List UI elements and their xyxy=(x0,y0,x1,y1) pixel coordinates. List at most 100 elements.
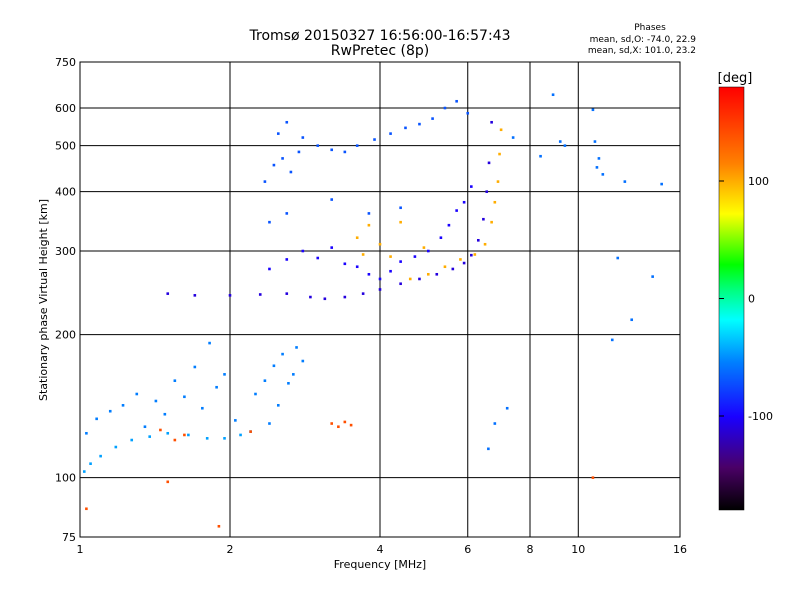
echo-point xyxy=(498,152,501,156)
echo-point xyxy=(173,438,177,442)
echo-point xyxy=(651,275,654,278)
echo-point xyxy=(399,260,402,263)
echo-point xyxy=(295,346,298,349)
echo-point xyxy=(217,524,221,528)
echo-point xyxy=(183,395,186,399)
echo-point xyxy=(462,261,466,265)
echo-point xyxy=(373,138,376,141)
echo-point xyxy=(289,170,293,174)
echo-point xyxy=(343,150,347,154)
echo-point xyxy=(301,359,305,363)
echo-point xyxy=(439,236,443,240)
y-tick-label: 300 xyxy=(55,245,76,258)
y-tick-label: 100 xyxy=(55,472,76,485)
echo-point xyxy=(389,269,392,273)
echo-point xyxy=(85,507,88,511)
echo-point xyxy=(99,454,102,458)
chart-subtitle: RwPretec (8p) xyxy=(331,43,429,59)
y-tick-labels: 75 100 200 300 400 500 600 750 xyxy=(55,56,76,544)
echo-point xyxy=(208,341,211,345)
echo-point xyxy=(276,132,280,135)
echo-point xyxy=(239,433,242,437)
colorbar-label: [deg] xyxy=(718,71,753,86)
echo-point xyxy=(361,253,365,256)
echo-point xyxy=(108,409,112,413)
echo-point xyxy=(166,292,170,295)
echo-point xyxy=(268,220,271,224)
y-tick-label: 400 xyxy=(55,186,76,199)
echo-point xyxy=(89,462,92,465)
echo-point xyxy=(287,381,290,385)
y-tick-label: 600 xyxy=(55,102,76,115)
x-tick-label: 6 xyxy=(464,543,471,556)
echo-point xyxy=(399,206,402,210)
echo-point xyxy=(367,212,371,215)
echo-point xyxy=(431,117,434,120)
echo-point xyxy=(201,406,204,410)
echo-point xyxy=(205,437,209,440)
echo-point xyxy=(183,433,186,437)
echo-point xyxy=(166,480,170,484)
echo-point xyxy=(496,180,500,183)
echo-point xyxy=(272,364,276,368)
echo-point xyxy=(292,373,295,376)
echo-point xyxy=(408,277,412,281)
echo-point xyxy=(418,277,421,281)
x-tick-label: 1 xyxy=(77,543,84,556)
echo-point xyxy=(447,223,451,227)
echo-point xyxy=(285,212,289,215)
y-tick-label: 750 xyxy=(55,56,76,69)
echo-point xyxy=(593,140,597,143)
echo-point xyxy=(223,373,226,376)
echo-point xyxy=(323,297,327,301)
echo-point xyxy=(404,126,407,130)
echo-point xyxy=(355,144,359,147)
echo-point xyxy=(316,144,320,147)
echo-point xyxy=(95,417,98,421)
echo-point xyxy=(297,150,301,154)
echo-point xyxy=(418,122,421,126)
echo-point xyxy=(193,365,197,369)
echo-point xyxy=(163,412,167,416)
echo-point xyxy=(378,242,382,246)
colorbar-tick-label: 0 xyxy=(748,293,755,306)
echo-point xyxy=(187,433,190,437)
echo-point xyxy=(154,399,158,403)
echo-point xyxy=(254,392,257,396)
echo-point xyxy=(337,425,340,429)
echo-point xyxy=(228,294,232,297)
echo-point xyxy=(493,200,497,204)
echo-point xyxy=(301,136,305,139)
y-tick-label: 200 xyxy=(55,329,76,342)
echo-point xyxy=(330,148,334,152)
echo-point xyxy=(660,182,663,186)
echo-point xyxy=(378,277,382,281)
echo-point xyxy=(281,352,284,356)
echo-point xyxy=(435,272,439,276)
echo-point xyxy=(166,431,170,435)
echo-point xyxy=(623,180,627,183)
echo-point xyxy=(470,185,473,188)
echo-point xyxy=(389,255,392,258)
echo-point xyxy=(268,267,271,271)
echo-point xyxy=(595,166,599,169)
echo-point xyxy=(443,265,447,269)
echo-point xyxy=(301,249,305,253)
echo-point xyxy=(591,108,595,112)
echo-point xyxy=(601,173,605,176)
x-tick-label: 2 xyxy=(227,543,234,556)
echo-point xyxy=(616,256,620,260)
echo-point xyxy=(361,292,365,295)
echo-point xyxy=(114,445,118,449)
echo-point xyxy=(413,255,417,258)
chart-title: Tromsø 20150327 16:56:00-16:57:43 xyxy=(249,28,511,44)
echo-point xyxy=(399,282,402,286)
echo-point xyxy=(470,253,473,257)
echo-point xyxy=(121,404,125,407)
echo-point xyxy=(399,220,402,224)
echo-point xyxy=(281,157,284,160)
echo-point xyxy=(551,93,555,97)
echo-point xyxy=(426,249,430,253)
echo-point xyxy=(193,294,197,297)
echo-point xyxy=(459,258,462,261)
